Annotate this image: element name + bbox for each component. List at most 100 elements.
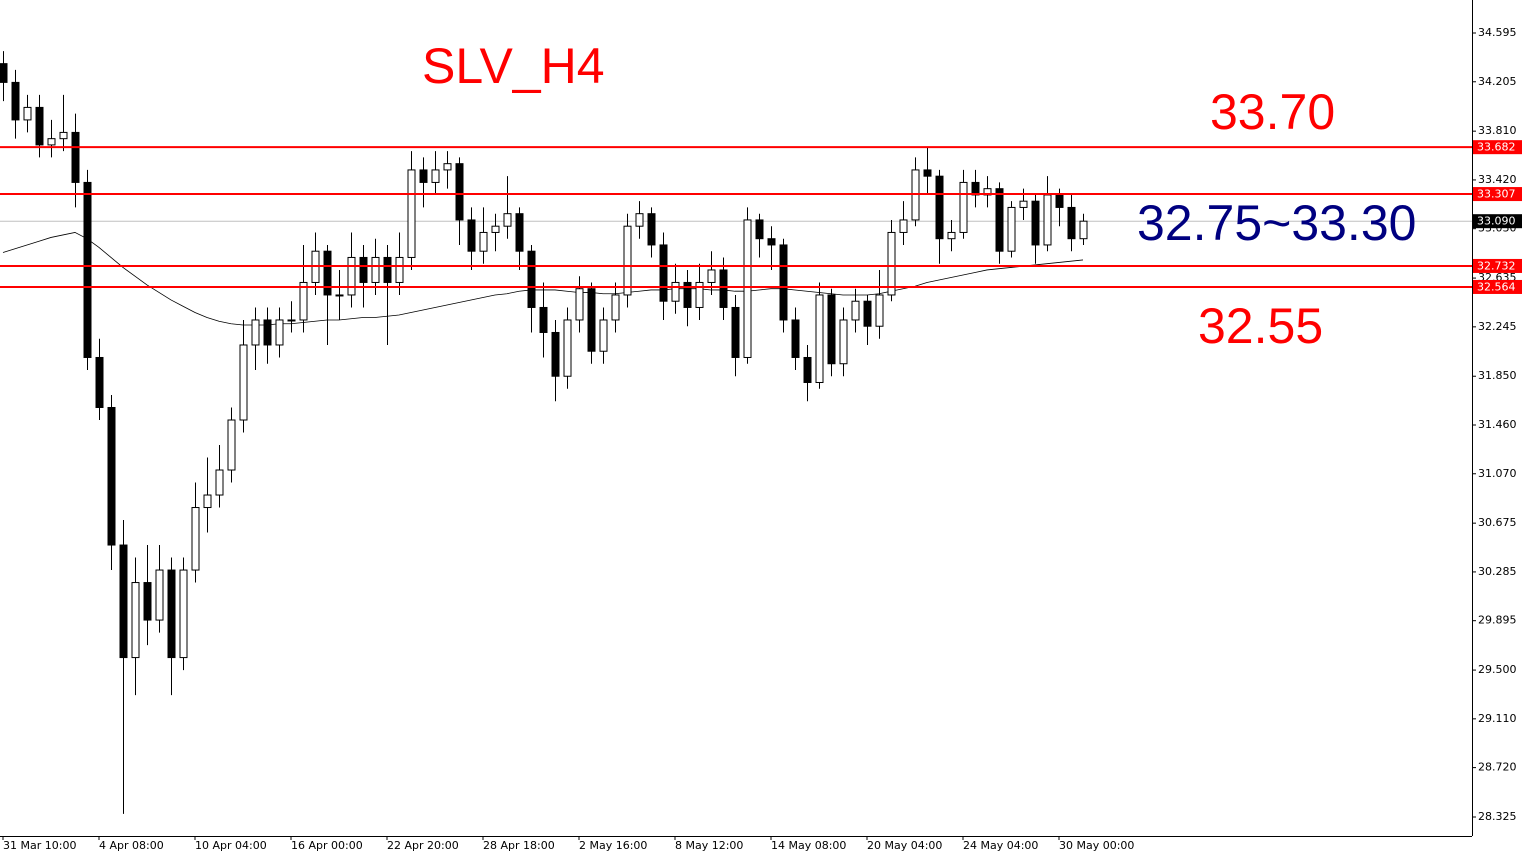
candle-body	[215, 469, 224, 496]
candle-body	[659, 244, 668, 302]
candle-body	[971, 181, 980, 196]
candle-body	[707, 269, 716, 283]
candle-body	[719, 269, 728, 308]
candle-body	[1043, 194, 1052, 246]
x-tick-label: 30 May 00:00	[1059, 839, 1134, 852]
candle-body	[95, 356, 104, 408]
y-tick-label: 34.205	[1478, 75, 1517, 88]
x-tick-label: 24 May 04:00	[963, 839, 1038, 852]
x-tick-label: 31 Mar 10:00	[3, 839, 76, 852]
candle-body	[47, 138, 56, 146]
level-label: 33.307	[1477, 188, 1516, 201]
candle-body	[359, 256, 368, 283]
y-tick-label: 31.850	[1478, 369, 1517, 382]
candle-body	[227, 419, 236, 471]
y-tick-label: 30.285	[1478, 565, 1517, 578]
x-tick-label: 22 Apr 20:00	[387, 839, 459, 852]
candle-body	[611, 294, 620, 321]
candle-body	[839, 319, 848, 365]
candle-body	[947, 231, 956, 240]
candle-body	[11, 81, 20, 121]
candle-body	[419, 169, 428, 183]
y-tick-label: 33.810	[1478, 124, 1517, 137]
candle-body	[407, 169, 416, 258]
candle-body	[191, 507, 200, 571]
candle-body	[107, 406, 116, 546]
candle-body	[995, 188, 1004, 252]
y-tick-label: 33.420	[1478, 173, 1517, 186]
candle-body	[635, 213, 644, 227]
candle-body	[791, 319, 800, 358]
y-tick-label: 28.325	[1478, 810, 1517, 823]
current-price-box	[1473, 214, 1522, 229]
candle-body	[347, 256, 356, 296]
candle-body	[779, 244, 788, 321]
level-label: 33.682	[1477, 141, 1516, 154]
candle-body	[323, 250, 332, 296]
x-tick-label: 16 Apr 00:00	[291, 839, 363, 852]
y-tick-label: 31.460	[1478, 418, 1517, 431]
candle-body	[503, 213, 512, 227]
x-tick-label: 14 May 08:00	[771, 839, 846, 852]
candle-body	[959, 181, 968, 233]
candle-body	[1019, 200, 1028, 208]
candle-body	[755, 219, 764, 240]
candle-body	[179, 569, 188, 659]
candle-body	[335, 294, 344, 297]
candle-body	[167, 569, 176, 659]
current-price-label: 33.090	[1477, 215, 1516, 228]
level-label: 32.732	[1477, 259, 1516, 272]
candle-body	[203, 494, 212, 509]
candle-body	[887, 231, 896, 296]
candle-body	[71, 131, 80, 183]
candle-body	[395, 256, 404, 283]
level-label-box	[1473, 279, 1522, 294]
annotation: 32.55	[1198, 298, 1323, 354]
candle-body	[59, 131, 68, 140]
x-tick-label: 8 May 12:00	[675, 839, 743, 852]
candle-body	[551, 331, 560, 377]
annotation: 33.70	[1210, 84, 1335, 140]
y-tick-label: 29.110	[1478, 712, 1517, 725]
candle-body	[527, 250, 536, 308]
candle-body	[923, 169, 932, 177]
candle-body	[275, 319, 284, 346]
x-tick-label: 20 May 04:00	[867, 839, 942, 852]
candle-body	[1079, 220, 1088, 240]
level-label-box	[1473, 187, 1522, 202]
level-label-box	[1473, 258, 1522, 273]
x-tick-label: 4 Apr 08:00	[99, 839, 164, 852]
candle-body	[467, 219, 476, 252]
annotation: 32.75~33.30	[1137, 195, 1416, 251]
candle-body	[815, 294, 824, 383]
candle-body	[935, 175, 944, 240]
y-tick-label: 29.500	[1478, 663, 1517, 676]
candle-body	[1007, 206, 1016, 252]
candle-body	[299, 281, 308, 321]
candle-body	[671, 281, 680, 302]
candle-body	[251, 319, 260, 346]
candle-body	[575, 288, 584, 321]
candle-body	[143, 582, 152, 621]
candle-body	[431, 169, 440, 183]
y-tick-label: 32.245	[1478, 320, 1517, 333]
candle-body	[1055, 194, 1064, 208]
candle-body	[767, 238, 776, 246]
candle-body	[1067, 206, 1076, 240]
candle-body	[539, 306, 548, 333]
x-tick-label: 2 May 16:00	[579, 839, 647, 852]
candle-body	[623, 225, 632, 296]
candle-body	[851, 300, 860, 321]
level-label-box	[1473, 140, 1522, 155]
x-tick-label: 28 Apr 18:00	[483, 839, 555, 852]
candle-body	[563, 319, 572, 377]
candle-body	[731, 306, 740, 358]
candle-body	[383, 256, 392, 283]
candle-body	[899, 219, 908, 233]
candle-body	[239, 344, 248, 421]
x-tick-label: 10 Apr 04:00	[195, 839, 267, 852]
candle-body	[827, 294, 836, 365]
candle-body	[23, 106, 32, 121]
